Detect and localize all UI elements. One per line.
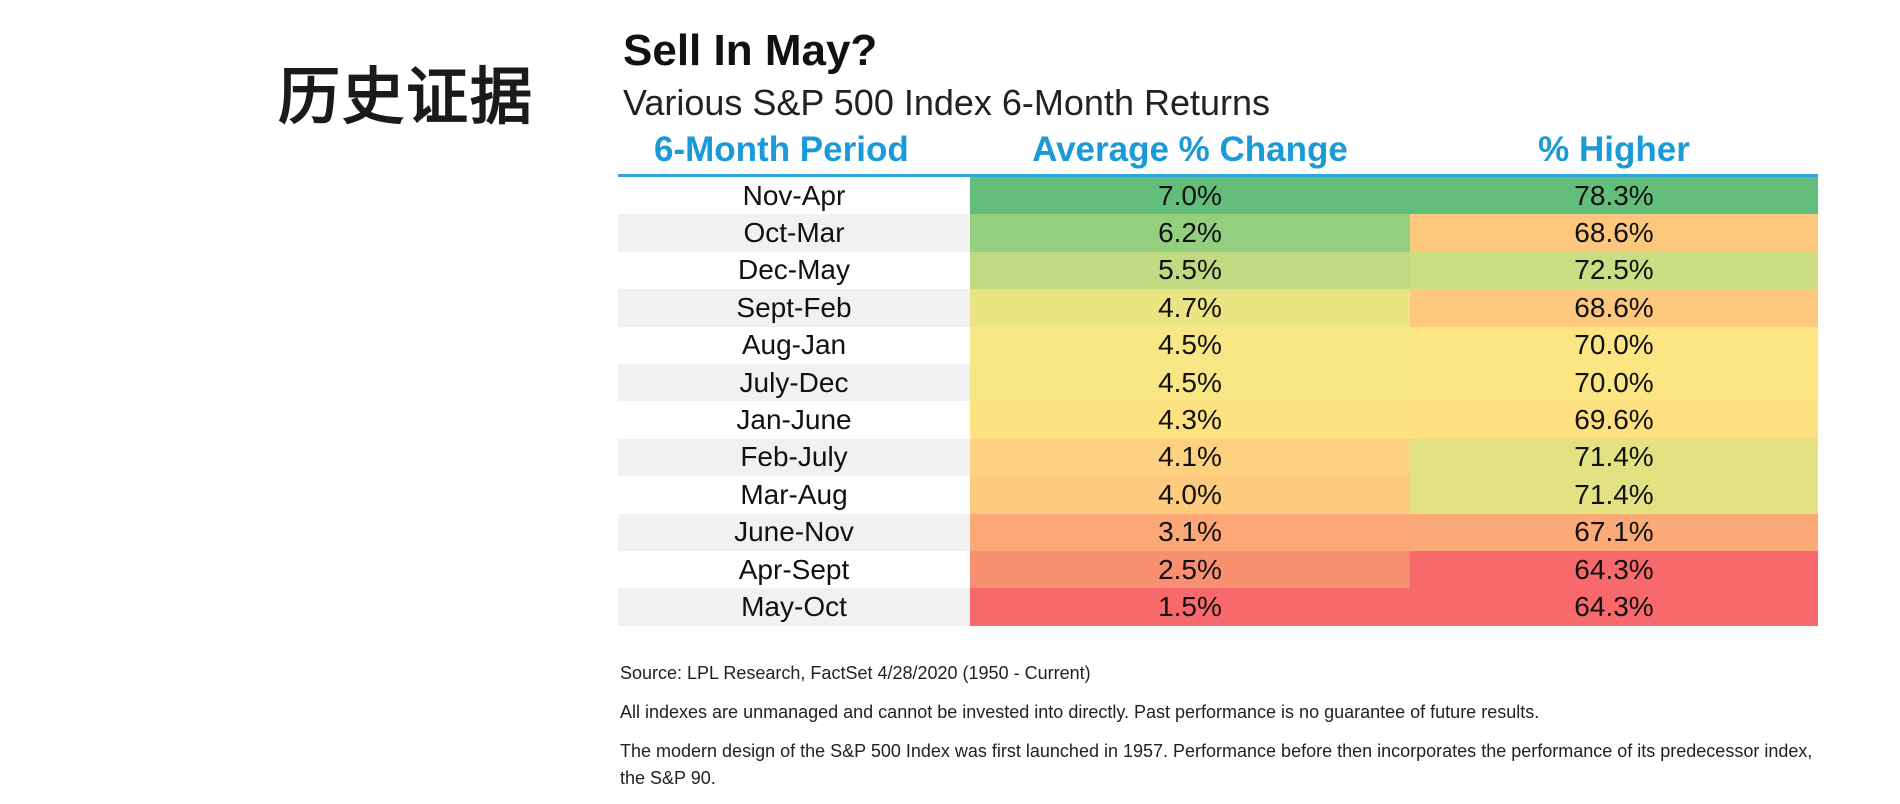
table-row: Nov-Apr 7.0% 78.3% — [618, 177, 1818, 215]
table-row: Jan-June 4.3% 69.6% — [618, 401, 1818, 439]
table-row: May-Oct 1.5% 64.3% — [618, 588, 1818, 626]
page-title: 历史证据 — [278, 60, 535, 133]
average-change-cell: 4.7% — [970, 289, 1410, 327]
percent-higher-cell: 64.3% — [1410, 588, 1818, 626]
period-cell: July-Dec — [618, 363, 970, 402]
average-change-cell: 4.0% — [970, 476, 1410, 514]
table-header-row: 6-Month Period Average % Change % Higher — [618, 130, 1818, 172]
average-change-cell: 5.5% — [970, 251, 1410, 290]
design-note: The modern design of the S&P 500 Index w… — [620, 741, 1813, 788]
period-cell: Sept-Feb — [618, 289, 970, 327]
average-change-cell: 7.0% — [970, 177, 1410, 215]
table-row: June-Nov 3.1% 67.1% — [618, 513, 1818, 551]
header-period: 6-Month Period — [654, 130, 909, 169]
percent-higher-cell: 68.6% — [1410, 214, 1818, 252]
footnotes: Source: LPL Research, FactSet 4/28/2020 … — [620, 660, 1820, 804]
table-row: Aug-Jan 4.5% 70.0% — [618, 326, 1818, 364]
percent-higher-cell: 72.5% — [1410, 251, 1818, 290]
period-cell: June-Nov — [618, 513, 970, 551]
table-row: Feb-July 4.1% 71.4% — [618, 438, 1818, 477]
disclaimer-note: All indexes are unmanaged and cannot be … — [620, 702, 1540, 722]
percent-higher-cell: 71.4% — [1410, 476, 1818, 514]
period-cell: May-Oct — [618, 588, 970, 626]
period-cell: Apr-Sept — [618, 550, 970, 589]
average-change-cell: 6.2% — [970, 214, 1410, 252]
header-divider — [618, 174, 1818, 177]
table-row: Oct-Mar 6.2% 68.6% — [618, 214, 1818, 252]
percent-higher-cell: 70.0% — [1410, 363, 1818, 402]
period-cell: Nov-Apr — [618, 177, 970, 215]
average-change-cell: 1.5% — [970, 588, 1410, 626]
percent-higher-cell: 78.3% — [1410, 177, 1818, 215]
average-change-cell: 2.5% — [970, 550, 1410, 589]
period-cell: Feb-July — [618, 438, 970, 477]
period-cell: Oct-Mar — [618, 214, 970, 252]
chart-title: Sell In May? — [623, 26, 878, 75]
percent-higher-cell: 68.6% — [1410, 289, 1818, 327]
average-change-cell: 4.3% — [970, 401, 1410, 439]
returns-table: 6-Month Period Average % Change % Higher… — [618, 130, 1818, 626]
percent-higher-cell: 70.0% — [1410, 326, 1818, 364]
table-row: July-Dec 4.5% 70.0% — [618, 363, 1818, 402]
header-average-change: Average % Change — [1032, 130, 1348, 169]
percent-higher-cell: 71.4% — [1410, 438, 1818, 477]
percent-higher-cell: 67.1% — [1410, 513, 1818, 551]
table-row: Mar-Aug 4.0% 71.4% — [618, 476, 1818, 514]
table-body: Nov-Apr 7.0% 78.3% Oct-Mar 6.2% 68.6% Dec-May 5… — [618, 177, 1818, 626]
percent-higher-cell: 64.3% — [1410, 550, 1818, 589]
table-row: Sept-Feb 4.7% 68.6% — [618, 289, 1818, 327]
average-change-cell: 4.1% — [970, 438, 1410, 477]
period-cell: Mar-Aug — [618, 476, 970, 514]
period-cell: Dec-May — [618, 251, 970, 290]
average-change-cell: 4.5% — [970, 363, 1410, 402]
source-note: Source: LPL Research, FactSet 4/28/2020 … — [620, 663, 1091, 683]
period-cell: Aug-Jan — [618, 326, 970, 364]
table-row: Dec-May 5.5% 72.5% — [618, 251, 1818, 290]
average-change-cell: 4.5% — [970, 326, 1410, 364]
period-cell: Jan-June — [618, 401, 970, 439]
percent-higher-cell: 69.6% — [1410, 401, 1818, 439]
header-percent-higher: % Higher — [1538, 130, 1690, 169]
table-row: Apr-Sept 2.5% 64.3% — [618, 550, 1818, 589]
average-change-cell: 3.1% — [970, 513, 1410, 551]
chart-subtitle: Various S&P 500 Index 6-Month Returns — [623, 82, 1271, 123]
